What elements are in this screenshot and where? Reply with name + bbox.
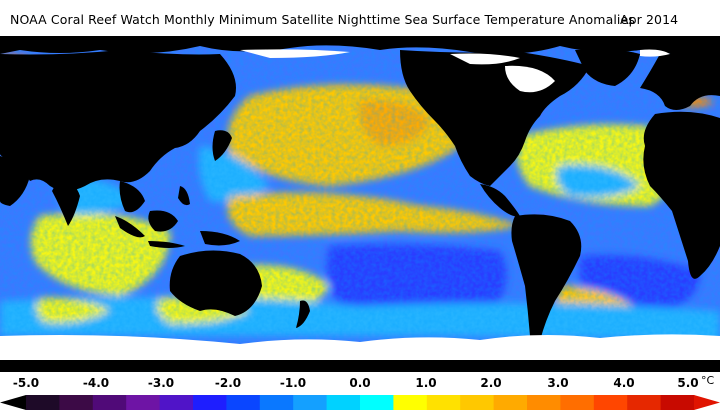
colorbar-segment — [326, 395, 361, 410]
colorbar-segment — [226, 395, 261, 410]
legend-tick: -1.0 — [279, 376, 307, 390]
colorbar-left-arrow — [0, 395, 26, 410]
land-arabia — [0, 156, 30, 206]
land-greenland — [575, 49, 640, 86]
colorbar-segment — [293, 395, 328, 410]
land-japan — [212, 130, 232, 161]
legend-tick: -3.0 — [147, 376, 175, 390]
land-borneo — [148, 210, 178, 232]
land-antarctica — [0, 360, 720, 372]
colorbar-segment — [460, 395, 495, 410]
colorbar-segment — [159, 395, 194, 410]
legend-tick: -4.0 — [82, 376, 110, 390]
colorbar-segment — [259, 395, 294, 410]
legend-tick: 4.0 — [613, 376, 635, 390]
land-java — [148, 241, 185, 248]
land-sumatra — [115, 216, 145, 238]
colorbar-segment — [360, 395, 394, 410]
map-date: Apr 2014 — [620, 12, 679, 27]
land-central-america — [480, 184, 520, 217]
land-philippines — [178, 186, 190, 206]
land-indochina — [119, 181, 145, 213]
land-europe — [640, 52, 720, 110]
world-sst-anomaly-map — [0, 36, 720, 372]
ice-arctic-europe — [640, 49, 670, 57]
legend-tick: -5.0 — [12, 376, 40, 390]
colorbar-segment — [393, 395, 428, 410]
legend-tick: -2.0 — [214, 376, 242, 390]
legend-unit: °C — [701, 374, 715, 387]
colorbar-segment — [92, 395, 127, 410]
land-new-guinea — [200, 231, 240, 246]
colorbar-segment — [193, 395, 227, 410]
land-india — [52, 176, 80, 226]
colorbar-segment — [627, 395, 662, 410]
colorbar-segment — [527, 395, 561, 410]
ice-arctic-canada — [450, 53, 520, 65]
legend-tick: 1.0 — [415, 376, 437, 390]
legend-tick: 0.0 — [349, 376, 371, 390]
legend-tick: 3.0 — [547, 376, 569, 390]
legend-tick: 2.0 — [480, 376, 502, 390]
colorbar-legend: -5.0 -4.0 -3.0 -2.0 -1.0 0.0 1.0 2.0 3.0… — [0, 372, 720, 411]
colorbar-segment — [493, 395, 528, 410]
colorbar-segment — [593, 395, 628, 410]
colorbar-segments — [26, 395, 695, 410]
map-title: NOAA Coral Reef Watch Monthly Minimum Sa… — [10, 12, 635, 27]
legend-tick: 5.0 — [677, 376, 699, 390]
colorbar-segment — [560, 395, 595, 410]
colorbar — [0, 395, 720, 410]
title-bar: NOAA Coral Reef Watch Monthly Minimum Sa… — [0, 0, 720, 36]
colorbar-segment — [26, 395, 60, 410]
land-arctic-north — [0, 36, 720, 55]
colorbar-right-arrow — [694, 395, 720, 410]
land-australia — [169, 250, 262, 316]
land-new-zealand — [296, 300, 310, 328]
colorbar-segment — [426, 395, 461, 410]
colorbar-segment — [660, 395, 695, 410]
ice-hudson-bay — [505, 65, 555, 93]
land-south-america — [511, 214, 582, 343]
ice-arctic-russia — [240, 49, 350, 58]
colorbar-segment — [126, 395, 161, 410]
colorbar-segment — [59, 395, 94, 410]
land-africa — [643, 111, 720, 279]
land-asia — [0, 50, 236, 191]
